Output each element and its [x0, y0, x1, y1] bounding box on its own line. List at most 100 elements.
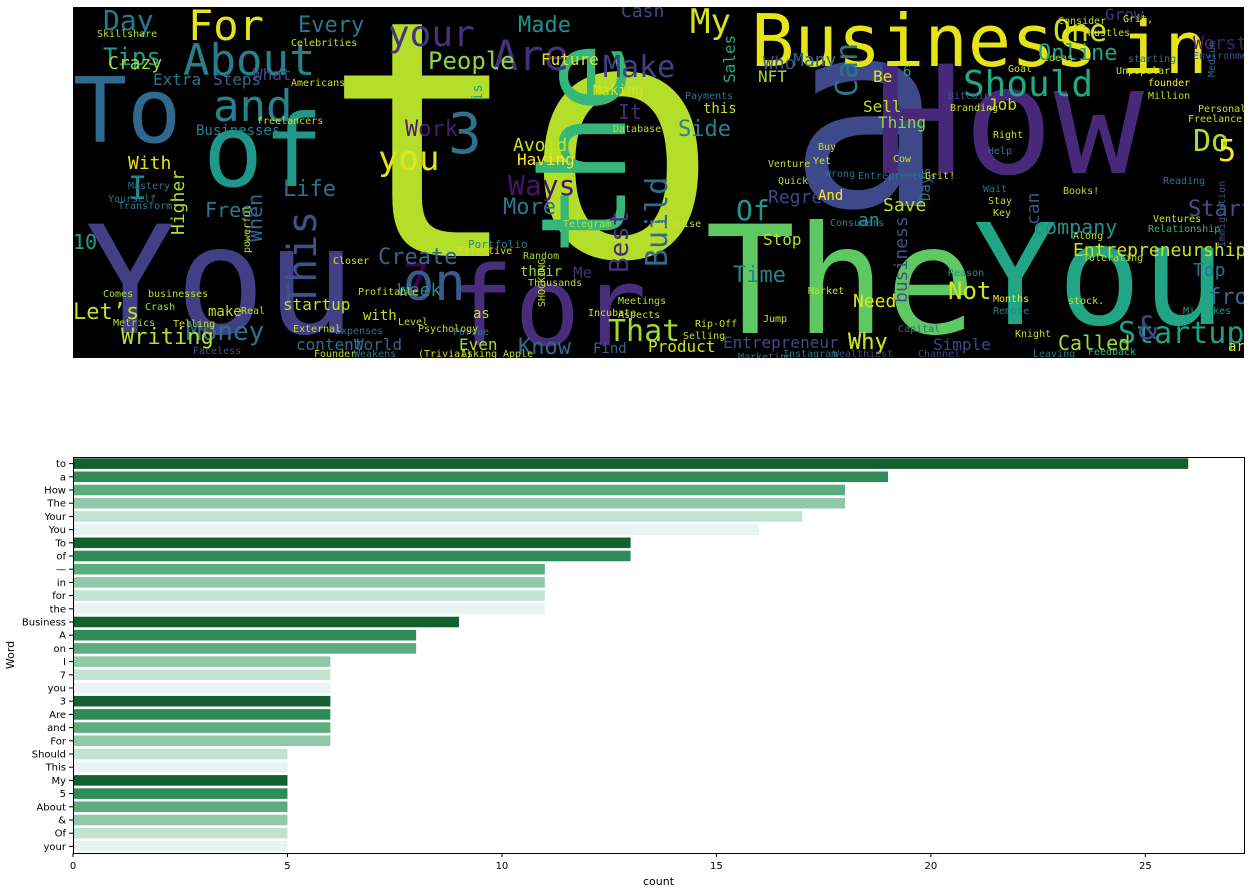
wordcloud-word-celebrities: Celebrities	[291, 38, 358, 49]
wordcloud-word-5: 5	[1218, 134, 1237, 169]
wordcloud-word-start: Start	[1188, 197, 1244, 222]
wordcloud-word-symbol: &	[1138, 309, 1158, 347]
wordcloud-word-freelancers: freelancers	[257, 116, 324, 127]
wordcloud-word-powerful: powerful	[242, 204, 253, 253]
y-tick-label: your	[44, 842, 67, 853]
wordcloud-word-even: Even	[459, 335, 498, 354]
bar-23	[73, 761, 288, 773]
wordcloud-word-your: your	[388, 14, 475, 55]
wordcloud-word-help: Help	[988, 146, 1013, 157]
wordcloud-word-founder: Founder	[314, 349, 357, 359]
bar-24	[73, 775, 288, 786]
wordcloud-word-startup: Startup	[1118, 316, 1244, 351]
wordcloud-word-thousands: Thousands	[528, 278, 583, 289]
wordcloud-word-weakens: Weakens	[354, 349, 397, 359]
y-tick-label: 7	[60, 670, 66, 681]
wordcloud-word-buy: Buy	[818, 142, 837, 153]
wordcloud-word-feedback: Feedback	[1088, 347, 1137, 358]
wordcloud-word-day: Day	[103, 7, 154, 37]
wordcloud-word-simple: Simple	[933, 335, 991, 354]
y-tick-label: The	[46, 499, 66, 510]
wordcloud-word-and: and	[213, 81, 293, 132]
wordcloud-word-grit: Grit,	[1123, 14, 1154, 25]
wordcloud-word-writing: Writing	[121, 325, 214, 350]
y-tick-label: &	[58, 816, 66, 827]
y-tick-label: for	[52, 591, 67, 602]
bar-9	[73, 577, 545, 588]
wordcloud-word-how: How	[873, 35, 1144, 209]
wordcloud-word-surprise: Surprise	[653, 219, 702, 230]
wordcloud-word-you: you	[378, 139, 440, 179]
wordcloud-word-this: This	[280, 210, 326, 307]
wordcloud-word-mastery: Mastery	[128, 181, 171, 192]
wordcloud-word-branding: Branding	[950, 103, 999, 114]
x-tick-label: 15	[710, 861, 723, 872]
wordcloud-word-real: Real	[241, 306, 266, 317]
wordcloud-word-unpopular: Unpopular	[1116, 66, 1171, 77]
wordcloud-word-wrong: Wrong	[825, 169, 856, 180]
wordcloud-word-10: 10	[73, 230, 98, 254]
wordcloud-word-stock: stock.	[1068, 296, 1105, 307]
wordcloud-word-for: for	[448, 243, 647, 358]
wordcloud-word-extra: Extra	[153, 70, 202, 89]
wordcloud-word-job: Job	[988, 95, 1017, 114]
wordcloud-word-comes: Comes	[103, 289, 134, 300]
bar-13	[73, 629, 417, 641]
wordcloud-word-called: Called	[1058, 331, 1131, 355]
wordcloud-word-starting: starting	[1128, 54, 1177, 65]
y-tick-label: You	[48, 525, 66, 536]
wordcloud-word-goal: Goal	[1008, 64, 1033, 75]
wordcloud-word-skillshare: Skillshare	[97, 29, 158, 40]
wordcloud-word-their: their	[520, 264, 563, 280]
wordcloud-word-about: About	[183, 35, 316, 86]
wordcloud-word-online: Online	[1038, 41, 1118, 66]
wordcloud-word-you: You	[85, 195, 356, 358]
bar-6	[73, 537, 631, 549]
y-tick-label: How	[44, 486, 66, 497]
wordcloud-word-mistakes: Mistakes	[1183, 306, 1232, 317]
wordcloud-word-faceless: Faceless	[193, 346, 242, 357]
bar-10	[73, 590, 545, 601]
wordcloud-word-why: Why	[848, 330, 888, 355]
wordcloud-word-money: Money	[186, 317, 265, 347]
bar-20	[73, 722, 331, 733]
wordcloud-word-more: More	[503, 195, 556, 220]
y-tick-label: in	[57, 578, 66, 589]
wordcloud-word-external: External	[293, 324, 342, 335]
wordcloud-word-profitable: Profitable	[358, 287, 419, 298]
wordcloud-word-be: Be	[873, 67, 893, 86]
wordcloud-word-save: Save	[883, 195, 927, 216]
wordcloud-word-consider: Consider	[1058, 16, 1107, 27]
wordcloud-word-sell: Sell	[863, 97, 902, 116]
wordcloud-word-side: Side	[678, 117, 731, 142]
wordcloud-word-world: World	[354, 335, 403, 354]
wordcloud-word-business: business	[891, 216, 912, 303]
wordcloud-word-expenses: Expenses	[335, 326, 384, 337]
wordcloud-word-time: Time	[733, 263, 786, 288]
wordcloud-word-businesses: Businesses	[196, 123, 281, 139]
x-tick-label: 0	[70, 861, 76, 872]
wordcloud-word-crazy: Crazy	[108, 53, 163, 74]
bar-1	[73, 471, 888, 483]
wordcloud-word-with: with	[363, 308, 397, 324]
wordcloud-word-marketing: Marketing	[738, 352, 793, 359]
bar-19	[73, 709, 331, 720]
x-axis-label: count	[643, 875, 675, 888]
wordcloud-word-closer: Closer	[333, 256, 370, 267]
y-tick-label: —	[56, 565, 66, 576]
wordcloud-word-cash: Cash	[621, 7, 665, 22]
wordcloud-word-tips: Tips	[103, 43, 161, 71]
wordcloud-word-capital: Capital	[898, 324, 941, 335]
wordcloud-word-random: Random	[523, 251, 560, 262]
wordcloud-word-ventures: Ventures	[1153, 214, 1202, 225]
wordcloud-word-need: Need	[853, 291, 897, 312]
wordcloud-word-one: One	[1053, 14, 1108, 49]
wordcloud-word-metrics: Metrics	[113, 318, 156, 329]
wordcloud-word-7: 7	[403, 255, 430, 306]
bar-22	[73, 748, 288, 760]
wordcloud-word-shocking: SHOCKING	[537, 258, 548, 307]
bar-0	[73, 458, 1189, 469]
x-tick-label: 25	[1139, 861, 1152, 872]
y-tick-label: This	[45, 763, 66, 774]
wordcloud-word-made: Made	[518, 13, 571, 38]
